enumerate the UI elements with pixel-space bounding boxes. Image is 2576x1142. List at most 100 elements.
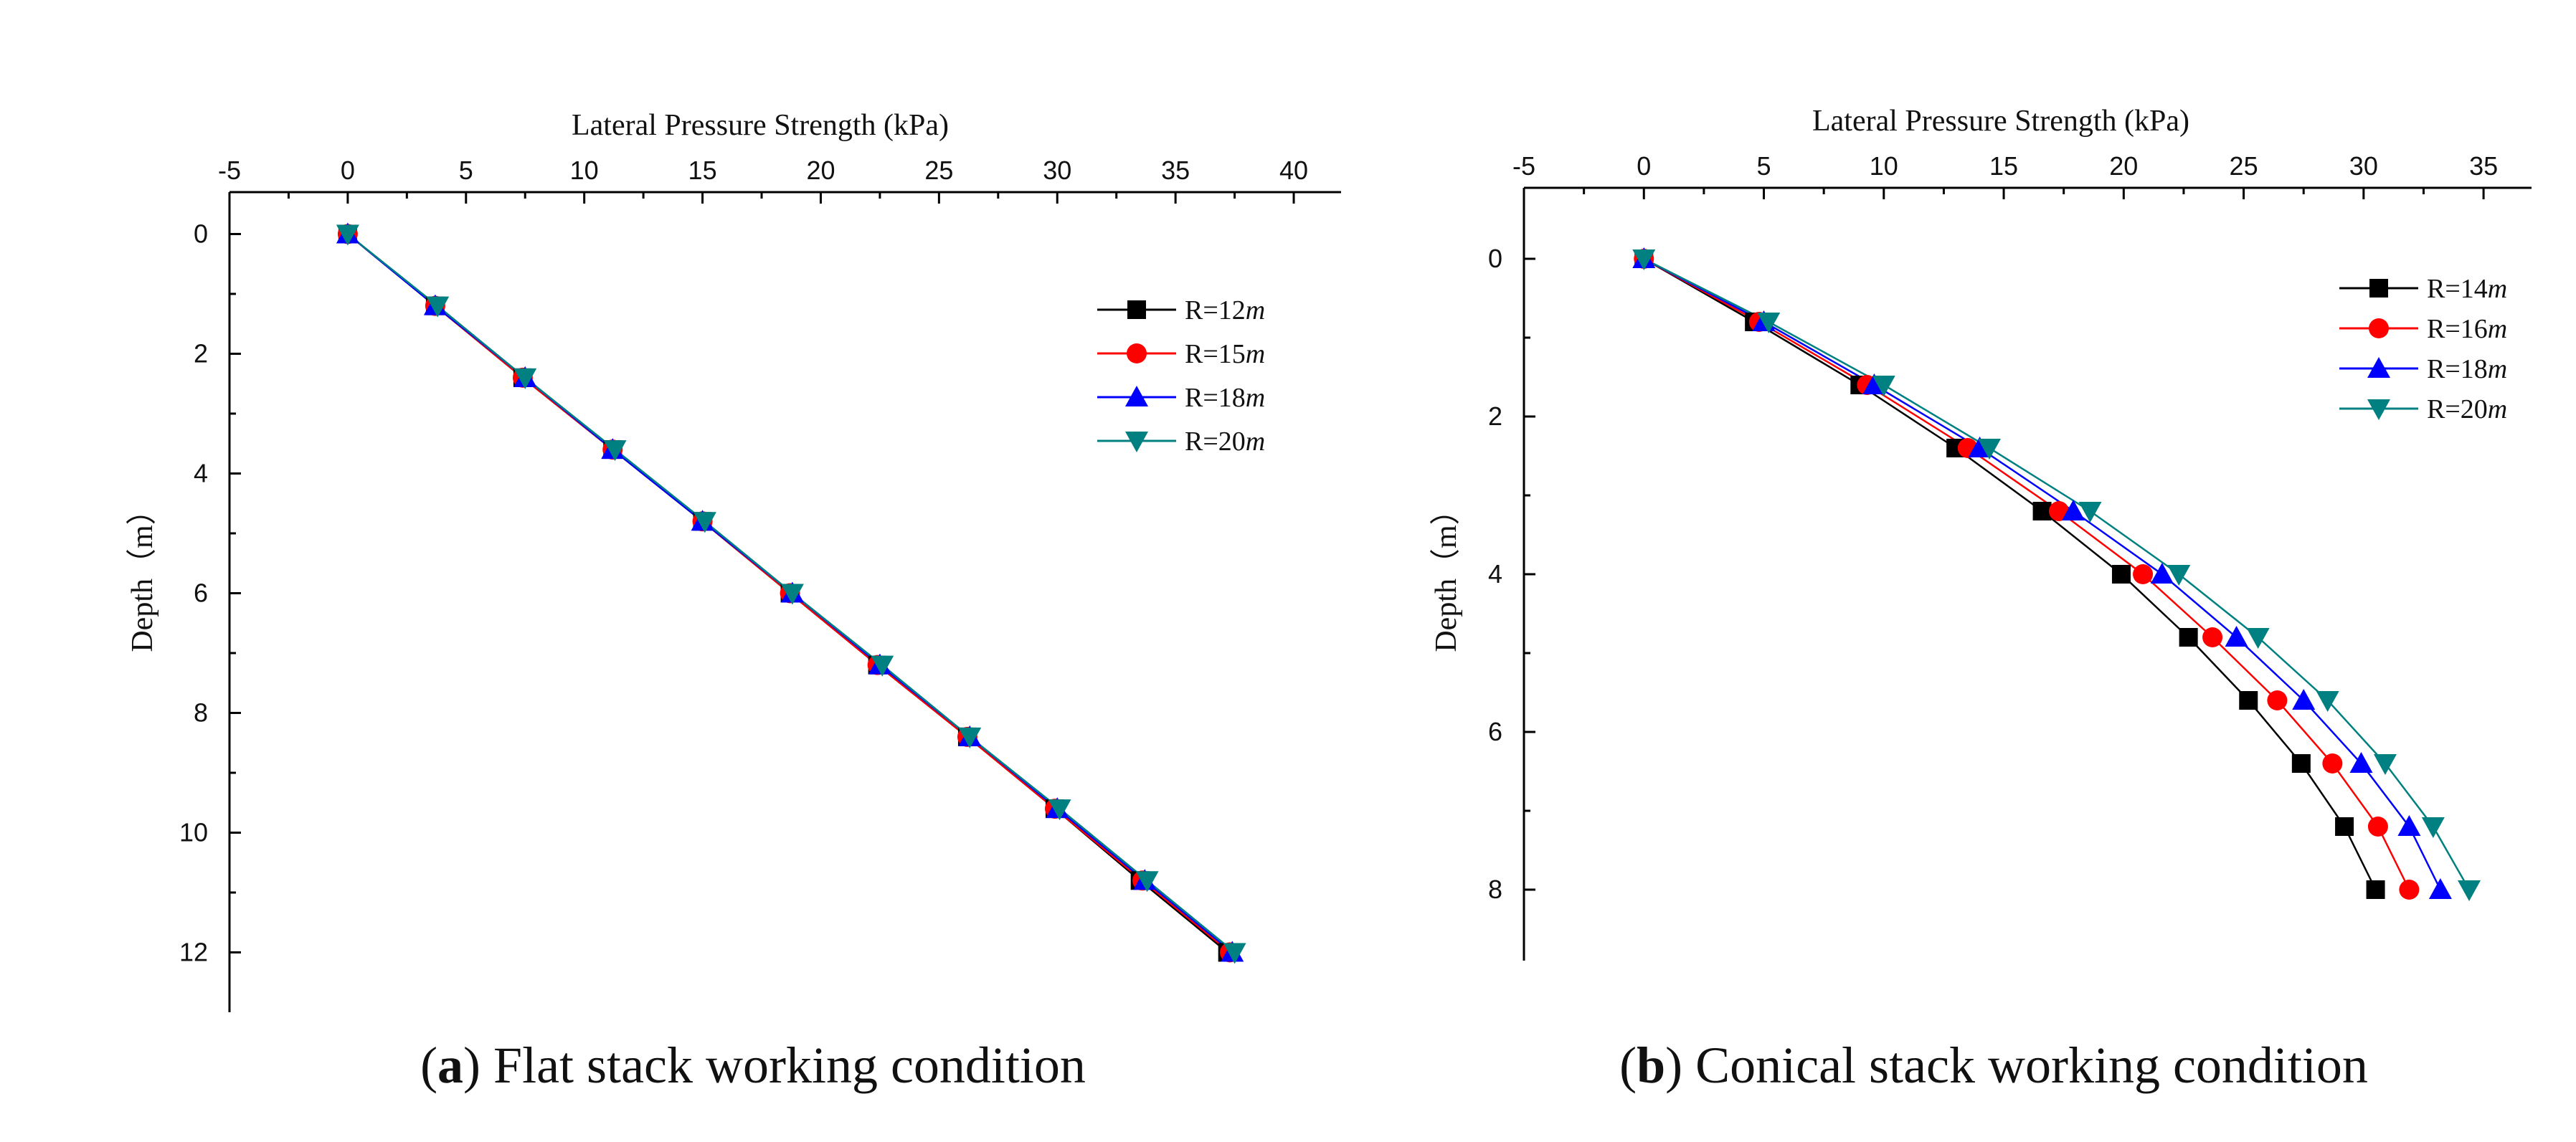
series-line (1643, 257, 2442, 890)
data-point (2246, 628, 2270, 649)
data-point (2239, 691, 2258, 710)
x-tick-label: 5 (1757, 151, 1771, 181)
data-point (2133, 564, 2154, 584)
legend-marker (2369, 318, 2389, 338)
series-markers (336, 222, 1246, 964)
data-point (2032, 502, 2052, 520)
legend-marker (2367, 399, 2390, 420)
y-tick-label: 2 (1488, 401, 1502, 431)
series-line (1643, 257, 2471, 890)
y-axis-title: Depth（m） (1430, 495, 1463, 652)
x-tick-label: 15 (688, 156, 717, 185)
data-point (1872, 376, 1895, 396)
x-tick-label: 10 (1870, 151, 1898, 181)
series-line (1643, 257, 2377, 890)
x-tick-label: 10 (570, 156, 599, 185)
legend-label: R=20m (1185, 427, 1265, 457)
x-tick-label: 25 (924, 156, 953, 185)
legend: R=14m R=16m R=18m R=20m (2339, 274, 2507, 424)
data-point (426, 296, 450, 318)
x-tick-label: 25 (2230, 151, 2258, 181)
data-point (1135, 871, 1159, 893)
legend-marker (1127, 343, 1147, 363)
y-axis-title: Depth（m） (126, 495, 159, 652)
data-point (2167, 565, 2191, 586)
data-point (1632, 249, 1656, 270)
data-point (2150, 563, 2174, 584)
series-line (1643, 257, 2410, 890)
data-point (1048, 799, 1071, 821)
series-markers (1632, 247, 2481, 901)
y-tick-label: 6 (1488, 717, 1502, 746)
data-point (2202, 627, 2223, 647)
legend-marker (2369, 279, 2388, 298)
data-point (2292, 689, 2316, 710)
x-tick-label: 40 (1279, 156, 1308, 185)
legend-label: R=12m (1185, 295, 1265, 325)
data-point (2267, 690, 2288, 710)
data-point (2421, 817, 2445, 838)
legend-label: R=18m (2427, 354, 2507, 384)
data-point (2062, 500, 2085, 520)
data-point (513, 368, 537, 389)
y-tick-label: 12 (179, 937, 208, 966)
y-tick-label: 2 (194, 338, 208, 368)
x-tick-label: -5 (1512, 151, 1535, 181)
data-point (2458, 880, 2481, 901)
data-point (2225, 626, 2248, 647)
x-axis-title: Lateral Pressure Strength (kPa) (1812, 105, 2189, 138)
caption: (b) Conical stack working condition (1619, 1037, 2368, 1094)
x-tick-label: 35 (1161, 156, 1190, 185)
data-point (2335, 817, 2354, 836)
x-tick-label: 20 (2109, 151, 2138, 181)
data-point (2367, 817, 2388, 837)
x-tick-label: 30 (1043, 156, 1071, 185)
y-tick-label: 0 (1488, 244, 1502, 273)
data-point (603, 440, 627, 462)
x-tick-label: 0 (341, 156, 355, 185)
data-point (1977, 439, 2001, 460)
data-point (2078, 502, 2102, 523)
caption: (a) Flat stack working condition (420, 1037, 1086, 1094)
data-point (2373, 754, 2397, 775)
data-point (2349, 752, 2373, 773)
data-point (2399, 880, 2420, 900)
data-point (2366, 880, 2385, 899)
data-point (2322, 753, 2343, 774)
data-point (2291, 754, 2311, 773)
x-tick-label: -5 (218, 156, 241, 185)
x-tick-label: 35 (2469, 151, 2498, 181)
x-tick-label: 30 (2349, 151, 2378, 181)
y-tick-label: 4 (1488, 559, 1502, 589)
data-point (871, 655, 894, 677)
x-tick-label: 20 (806, 156, 835, 185)
chart-panel-b: Lateral Pressure Strength (kPa) Depth（m）… (1430, 105, 2532, 1094)
data-point (2179, 628, 2198, 647)
x-tick-label: 15 (1989, 151, 2018, 181)
ticks-group: -5 0 5 10 15 20 25 30 35 40 0 2 4 6 8 10 12 (179, 156, 1308, 966)
y-tick-label: 6 (194, 578, 208, 607)
legend-label: R=15m (1185, 339, 1265, 369)
legend-marker (1125, 432, 1148, 452)
legend-label: R=16m (2427, 314, 2507, 344)
x-axis-title: Lateral Pressure Strength (kPa) (572, 109, 949, 142)
chart-panel-a: Lateral Pressure Strength (kPa) Depth（m）… (126, 109, 1341, 1094)
legend: R=12m R=15m R=18m R=20m (1097, 295, 1265, 457)
data-point (1757, 313, 1781, 333)
data-point (2111, 565, 2131, 584)
series-lines (1643, 257, 2471, 890)
data-point (780, 584, 804, 605)
y-tick-label: 0 (194, 219, 208, 248)
legend-marker (1127, 300, 1146, 319)
x-tick-label: 0 (1637, 151, 1651, 181)
y-tick-label: 4 (194, 458, 208, 487)
data-point (958, 727, 982, 748)
data-point (2316, 691, 2339, 712)
legend-marker (2367, 357, 2390, 378)
x-tick-label: 5 (459, 156, 473, 185)
data-point (1223, 943, 1246, 964)
y-tick-label: 8 (1488, 875, 1502, 904)
y-tick-label: 8 (194, 698, 208, 727)
data-point (693, 512, 716, 533)
legend-label: R=18m (1185, 383, 1265, 413)
